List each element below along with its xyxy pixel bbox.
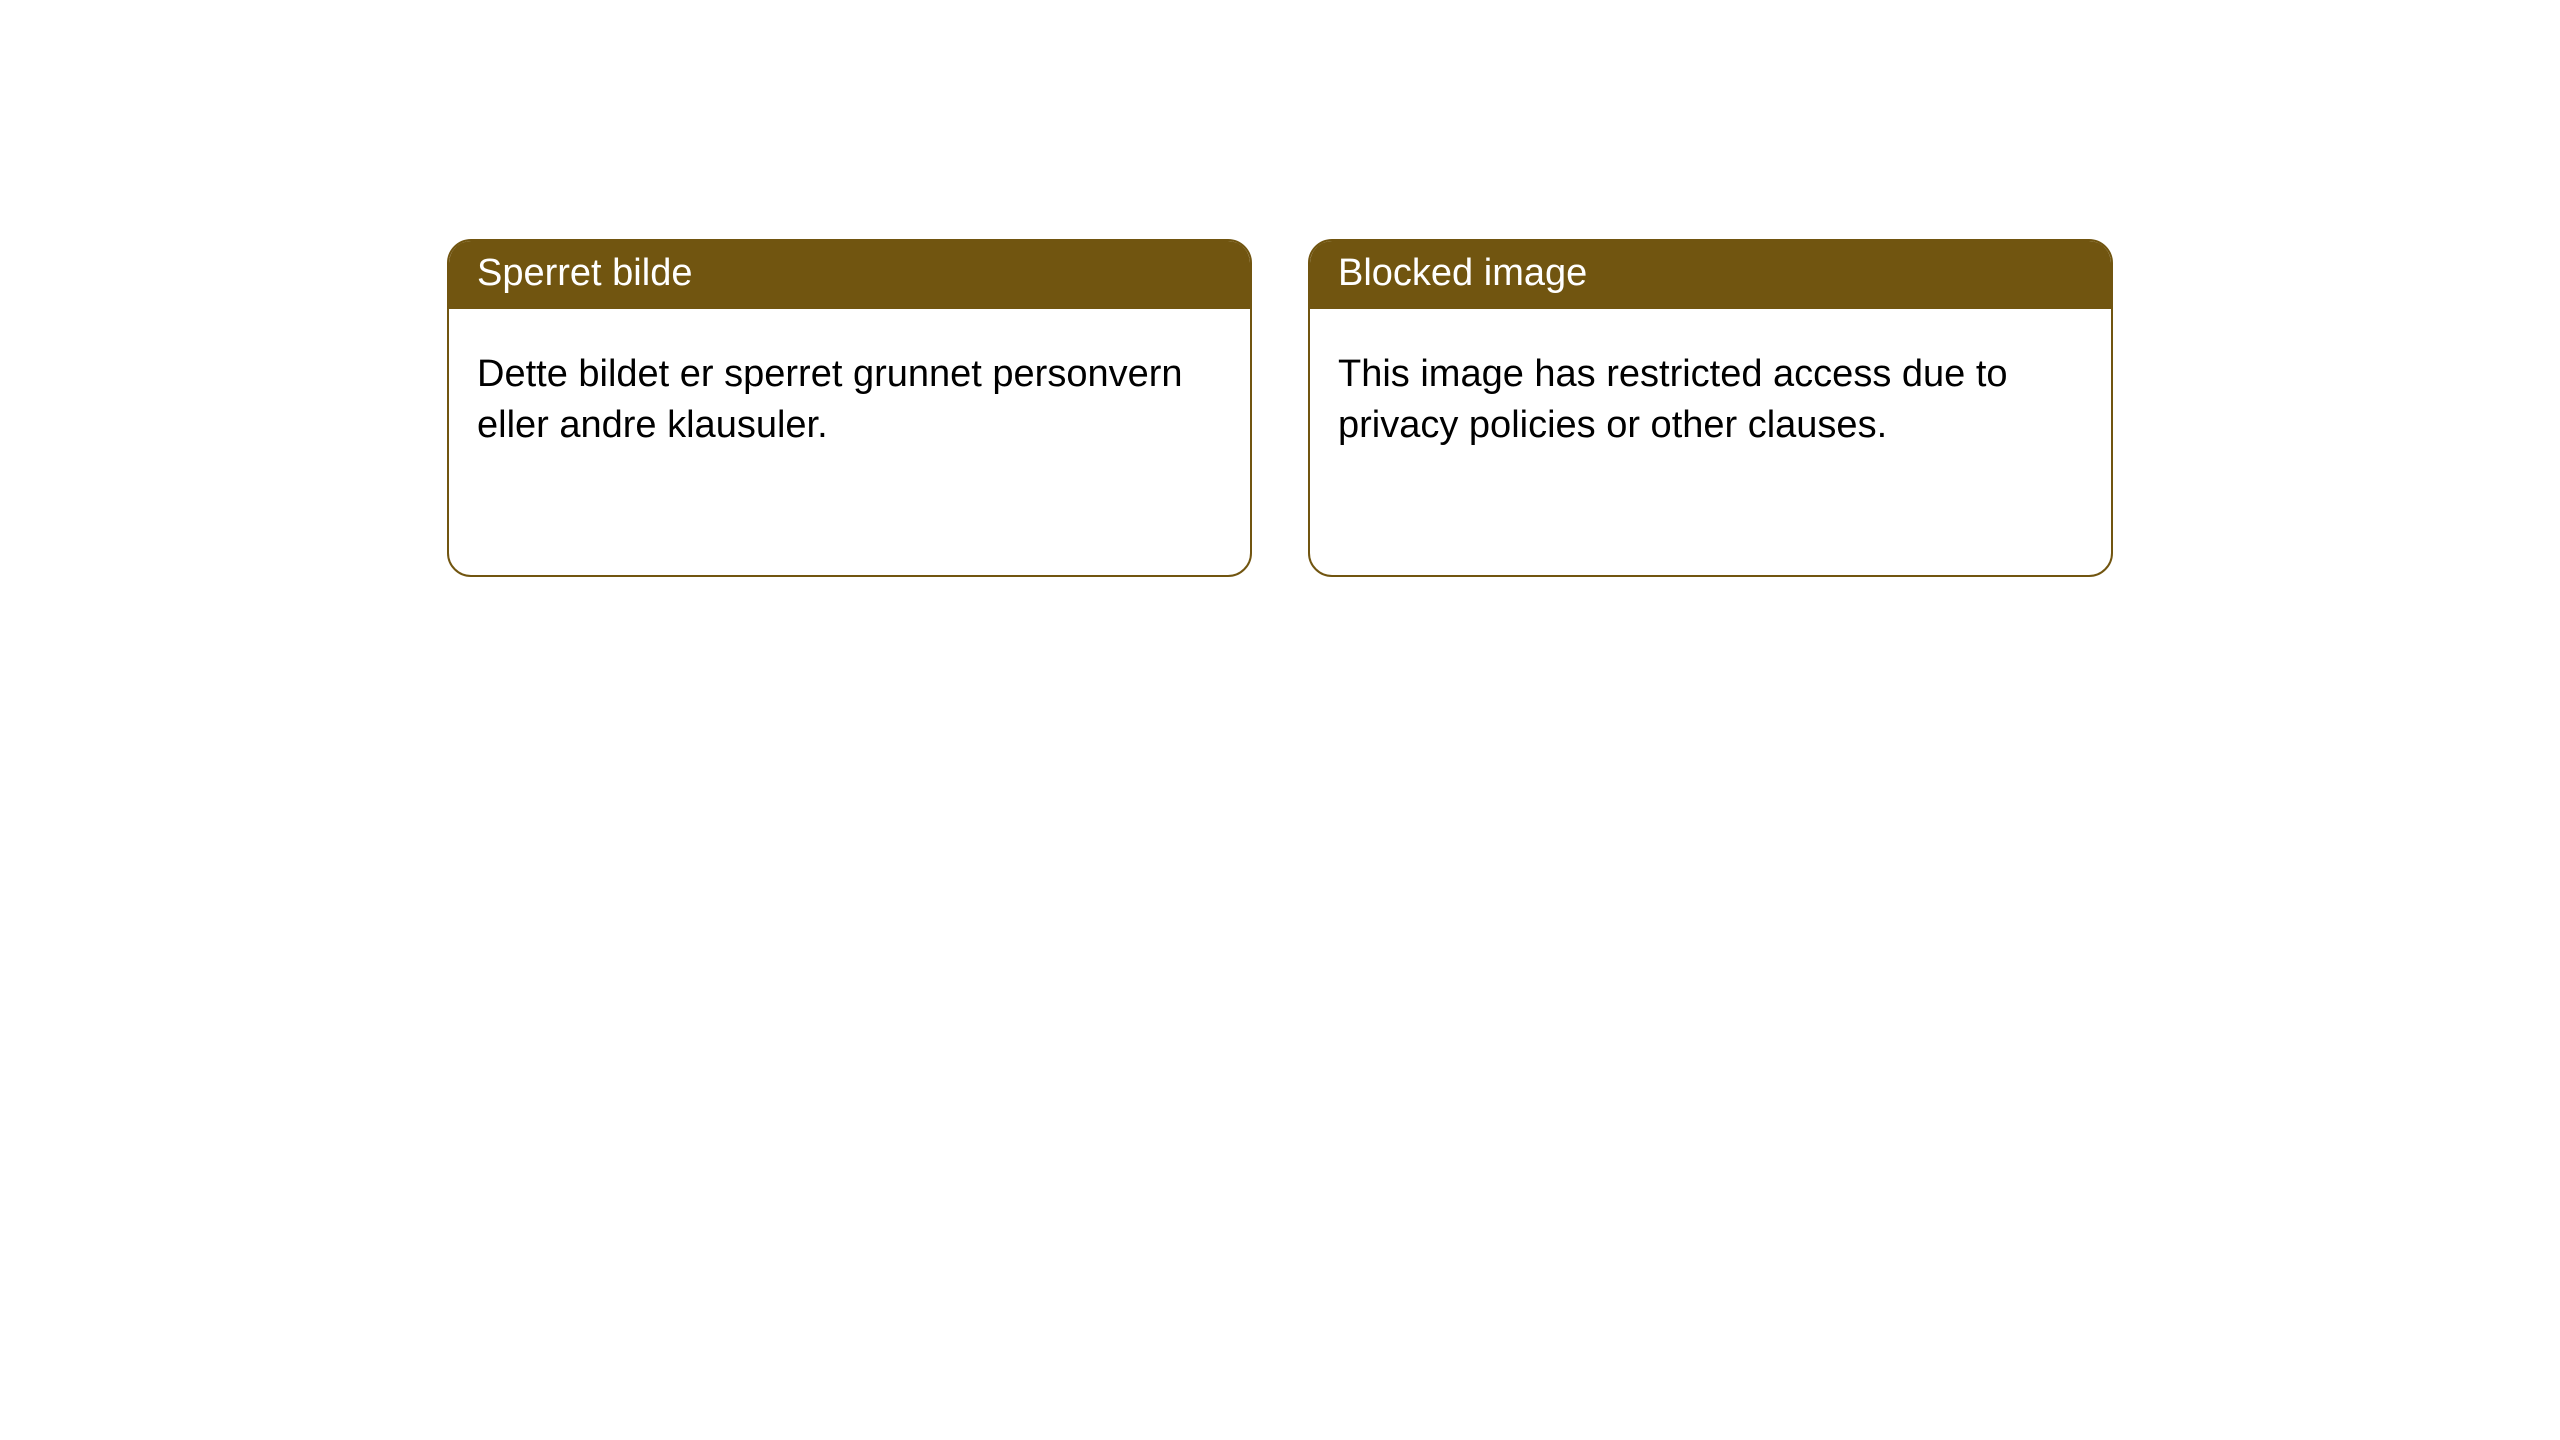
notice-card-body: Dette bildet er sperret grunnet personve… <box>449 309 1250 480</box>
notice-cards-container: Sperret bilde Dette bildet er sperret gr… <box>447 239 2113 577</box>
notice-card-title: Blocked image <box>1310 241 2111 309</box>
notice-card-title: Sperret bilde <box>449 241 1250 309</box>
notice-card-english: Blocked image This image has restricted … <box>1308 239 2113 577</box>
notice-card-body: This image has restricted access due to … <box>1310 309 2111 480</box>
notice-card-norwegian: Sperret bilde Dette bildet er sperret gr… <box>447 239 1252 577</box>
